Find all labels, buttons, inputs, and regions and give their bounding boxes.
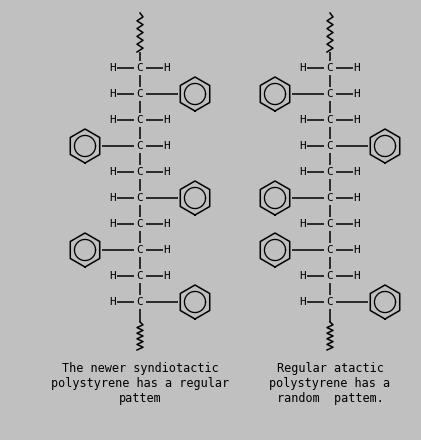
Text: C: C [327, 141, 333, 151]
Text: H: H [109, 297, 116, 307]
Text: C: C [327, 115, 333, 125]
Text: H: H [109, 193, 116, 203]
Text: The newer syndiotactic
polystyrene has a regular
pattem: The newer syndiotactic polystyrene has a… [51, 362, 229, 405]
Text: C: C [327, 297, 333, 307]
Text: H: H [164, 141, 171, 151]
Text: H: H [354, 245, 360, 255]
Text: C: C [327, 167, 333, 177]
Text: H: H [109, 167, 116, 177]
Text: H: H [354, 89, 360, 99]
Text: H: H [300, 297, 306, 307]
Text: C: C [137, 245, 144, 255]
Text: C: C [327, 63, 333, 73]
Text: H: H [300, 167, 306, 177]
Text: C: C [137, 297, 144, 307]
Text: H: H [354, 219, 360, 229]
Text: H: H [164, 271, 171, 281]
Text: C: C [137, 115, 144, 125]
Text: C: C [137, 167, 144, 177]
Text: C: C [327, 193, 333, 203]
Text: H: H [354, 271, 360, 281]
Text: H: H [109, 89, 116, 99]
Text: H: H [300, 271, 306, 281]
Text: C: C [137, 141, 144, 151]
Text: C: C [137, 63, 144, 73]
Text: Regular atactic
polystyrene has a
random  pattem.: Regular atactic polystyrene has a random… [269, 362, 391, 405]
Text: C: C [137, 271, 144, 281]
Text: H: H [300, 63, 306, 73]
Text: H: H [164, 63, 171, 73]
Text: H: H [300, 115, 306, 125]
Text: H: H [109, 271, 116, 281]
Text: C: C [137, 89, 144, 99]
Text: H: H [300, 219, 306, 229]
Text: H: H [354, 193, 360, 203]
Text: H: H [109, 115, 116, 125]
Text: C: C [137, 193, 144, 203]
Text: H: H [164, 245, 171, 255]
Text: C: C [327, 245, 333, 255]
Text: H: H [164, 219, 171, 229]
Text: H: H [164, 167, 171, 177]
Text: H: H [164, 115, 171, 125]
Text: C: C [327, 89, 333, 99]
Text: H: H [300, 141, 306, 151]
Text: H: H [109, 63, 116, 73]
Text: H: H [354, 115, 360, 125]
Text: H: H [109, 219, 116, 229]
Text: C: C [137, 219, 144, 229]
Text: H: H [354, 63, 360, 73]
Text: H: H [354, 167, 360, 177]
Text: C: C [327, 219, 333, 229]
Text: C: C [327, 271, 333, 281]
